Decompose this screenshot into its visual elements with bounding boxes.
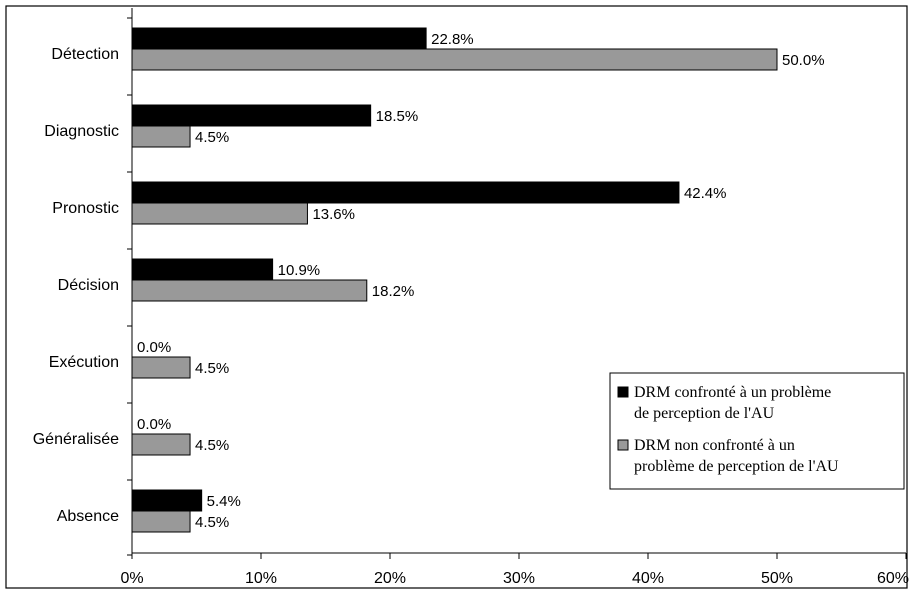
bar-series2-3 [131,279,368,302]
data-label-series1-3: 10.9% [278,262,321,279]
data-label-series2-5: 4.5% [195,437,229,454]
data-label-series1-2: 42.4% [684,185,727,202]
data-label-series2-3: 18.2% [372,283,415,300]
bar-series1-0 [131,27,427,50]
data-label-series2-0: 50.0% [782,52,825,69]
data-label-series2-2: 13.6% [312,206,355,223]
bar-series2-0 [131,48,778,71]
x-tick-label-2: 20% [374,570,406,587]
legend-label-series1: DRM confronté à un problème de perception… [634,384,831,422]
bar-series2-4 [131,356,191,379]
x-tick-label-1: 10% [245,570,277,587]
category-label-0: Détection [51,46,119,63]
bar-series2-5 [131,433,191,456]
legend-label-series2: DRM non confronté à un problème de percep… [634,437,839,475]
data-label-series2-6: 4.5% [195,514,229,531]
legend-swatch-series1 [617,386,629,398]
bar-series2-1 [131,125,191,148]
data-label-series2-4: 4.5% [195,360,229,377]
category-label-2: Pronostic [52,200,119,217]
x-tick-label-6: 60% [877,570,909,587]
chart-border [5,5,908,589]
bar-series2-2 [131,202,308,225]
category-label-6: Absence [57,508,119,525]
category-label-5: Généralisée [33,431,119,448]
bar-series1-3 [131,258,274,281]
x-tick-label-0: 0% [120,570,143,587]
data-label-series1-0: 22.8% [431,31,474,48]
x-tick-label-3: 30% [503,570,535,587]
data-label-series1-5: 0.0% [137,416,171,433]
category-label-1: Diagnostic [44,123,119,140]
bar-series1-6 [131,489,203,512]
x-tick-label-4: 40% [632,570,664,587]
x-tick-label-5: 50% [761,570,793,587]
data-label-series1-6: 5.4% [207,493,241,510]
data-label-series1-1: 18.5% [376,108,419,125]
legend-swatch-series2 [617,439,629,451]
bar-series1-1 [131,104,372,127]
data-label-series1-4: 0.0% [137,339,171,356]
category-label-3: Décision [58,277,119,294]
category-label-4: Exécution [49,354,119,371]
data-label-series2-1: 4.5% [195,129,229,146]
bar-series2-6 [131,510,191,533]
bar-series1-2 [131,181,680,204]
legend-box [609,372,905,490]
